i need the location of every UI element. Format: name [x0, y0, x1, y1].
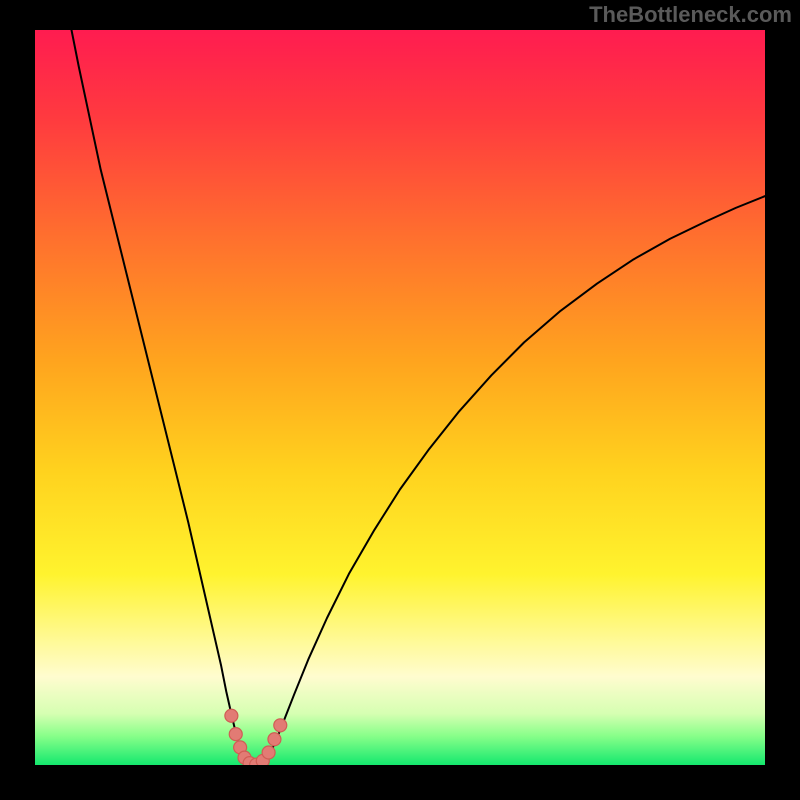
watermark-text: TheBottleneck.com	[589, 2, 792, 28]
curve-marker	[268, 733, 281, 746]
chart-svg	[35, 30, 765, 765]
curve-marker	[225, 709, 238, 722]
curve-marker	[229, 728, 242, 741]
curve-marker	[274, 719, 287, 732]
chart-plot-area	[35, 30, 765, 765]
curve-marker	[262, 746, 275, 759]
chart-background	[35, 30, 765, 765]
